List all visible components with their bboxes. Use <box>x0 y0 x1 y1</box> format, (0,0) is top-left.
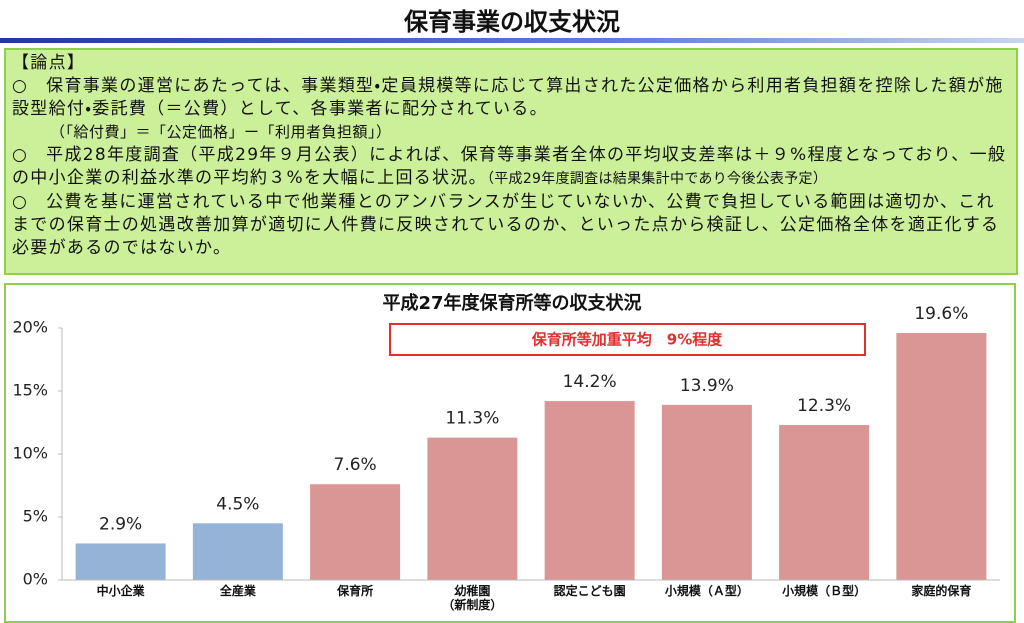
note-aside: （平成29年度調査は結果集計中であり今後公表予定） <box>486 171 828 187</box>
bar <box>779 425 870 580</box>
chart-title: 平成27年度保育所等の収支状況 <box>382 292 641 314</box>
bullet: ○ <box>12 192 29 212</box>
value-label: 2.9% <box>99 514 142 534</box>
annotation: 保育所等加重平均 9%程度 <box>531 331 722 349</box>
bar <box>661 404 752 580</box>
value-label: 13.9% <box>680 376 734 396</box>
x-tick-label: 幼稚園 （新制度） <box>442 584 503 612</box>
note: ○ 保育事業の運営にあたっては、事業類型・定員規模等に応じて算出された公定価格から… <box>12 75 1010 144</box>
value-label: 4.5% <box>216 494 259 514</box>
bar <box>896 333 987 580</box>
bar <box>310 484 401 580</box>
bar <box>544 401 635 580</box>
x-tick-label: 小規模（Ｂ型） <box>782 584 867 598</box>
chart: 平成27年度保育所等の収支状況 保育所等加重平均 9%程度 0% 5% 10% 15%… <box>12 292 1000 589</box>
bar <box>427 437 518 580</box>
value-label: 14.2% <box>563 372 617 392</box>
y-tick-label: 15% <box>12 381 48 400</box>
note: ○ 公費を基に運営されている中で他業種とのアンバランスが生じていないか、公費で負担… <box>12 191 1010 260</box>
x-tick-label: 保育所 <box>337 584 374 598</box>
y-tick-label: 20% <box>12 318 48 337</box>
y-tick-label: 5% <box>23 507 48 526</box>
bullet: ○ <box>12 145 29 165</box>
title-rule <box>0 38 1024 43</box>
note-sub: （「給付費」＝「公定価格」ー「利用者負担額」） <box>50 123 392 141</box>
x-tick-label: 認定こども園 <box>553 584 626 598</box>
note-text: 平成28年度調査（平成29年９月公表）によれば、保育等事業者全体の平均収支差率は… <box>12 145 1007 188</box>
y-tick-label: 0% <box>23 570 48 589</box>
notes-box: 【論点】 ○ 保育事業の運営にあたっては、事業類型・定員規模等に応じて算出された公… <box>4 48 1018 275</box>
x-tick-label: 中小企業 <box>96 584 145 598</box>
bar <box>75 543 166 580</box>
x-tick-label: 全産業 <box>219 584 256 598</box>
note-text: 公費を基に運営されている中で他業種とのアンバランスが生じていないか、公費で負担し… <box>12 192 1000 258</box>
note-text: 保育事業の運営にあたっては、事業類型・定員規模等に応じて算出された公定価格から利… <box>12 76 1004 119</box>
notes-heading: 【論点】 <box>12 53 86 73</box>
x-tick-label: 家庭的保育 <box>911 584 972 598</box>
value-label: 7.6% <box>334 455 377 475</box>
bar <box>192 523 283 580</box>
value-label: 19.6% <box>914 304 968 324</box>
annotation-box <box>389 323 866 356</box>
x-tick-label: 小規模（Ａ型） <box>664 584 749 598</box>
value-label: 12.3% <box>797 396 851 416</box>
y-tick-label: 10% <box>12 444 48 463</box>
page-title: 保育事業の収支状況 <box>404 8 620 36</box>
note: ○ 平成28年度調査（平成29年９月公表）によれば、保育等事業者全体の平均収支差率… <box>12 144 1010 191</box>
bullet: ○ <box>12 76 29 96</box>
value-label: 11.3% <box>445 409 499 429</box>
